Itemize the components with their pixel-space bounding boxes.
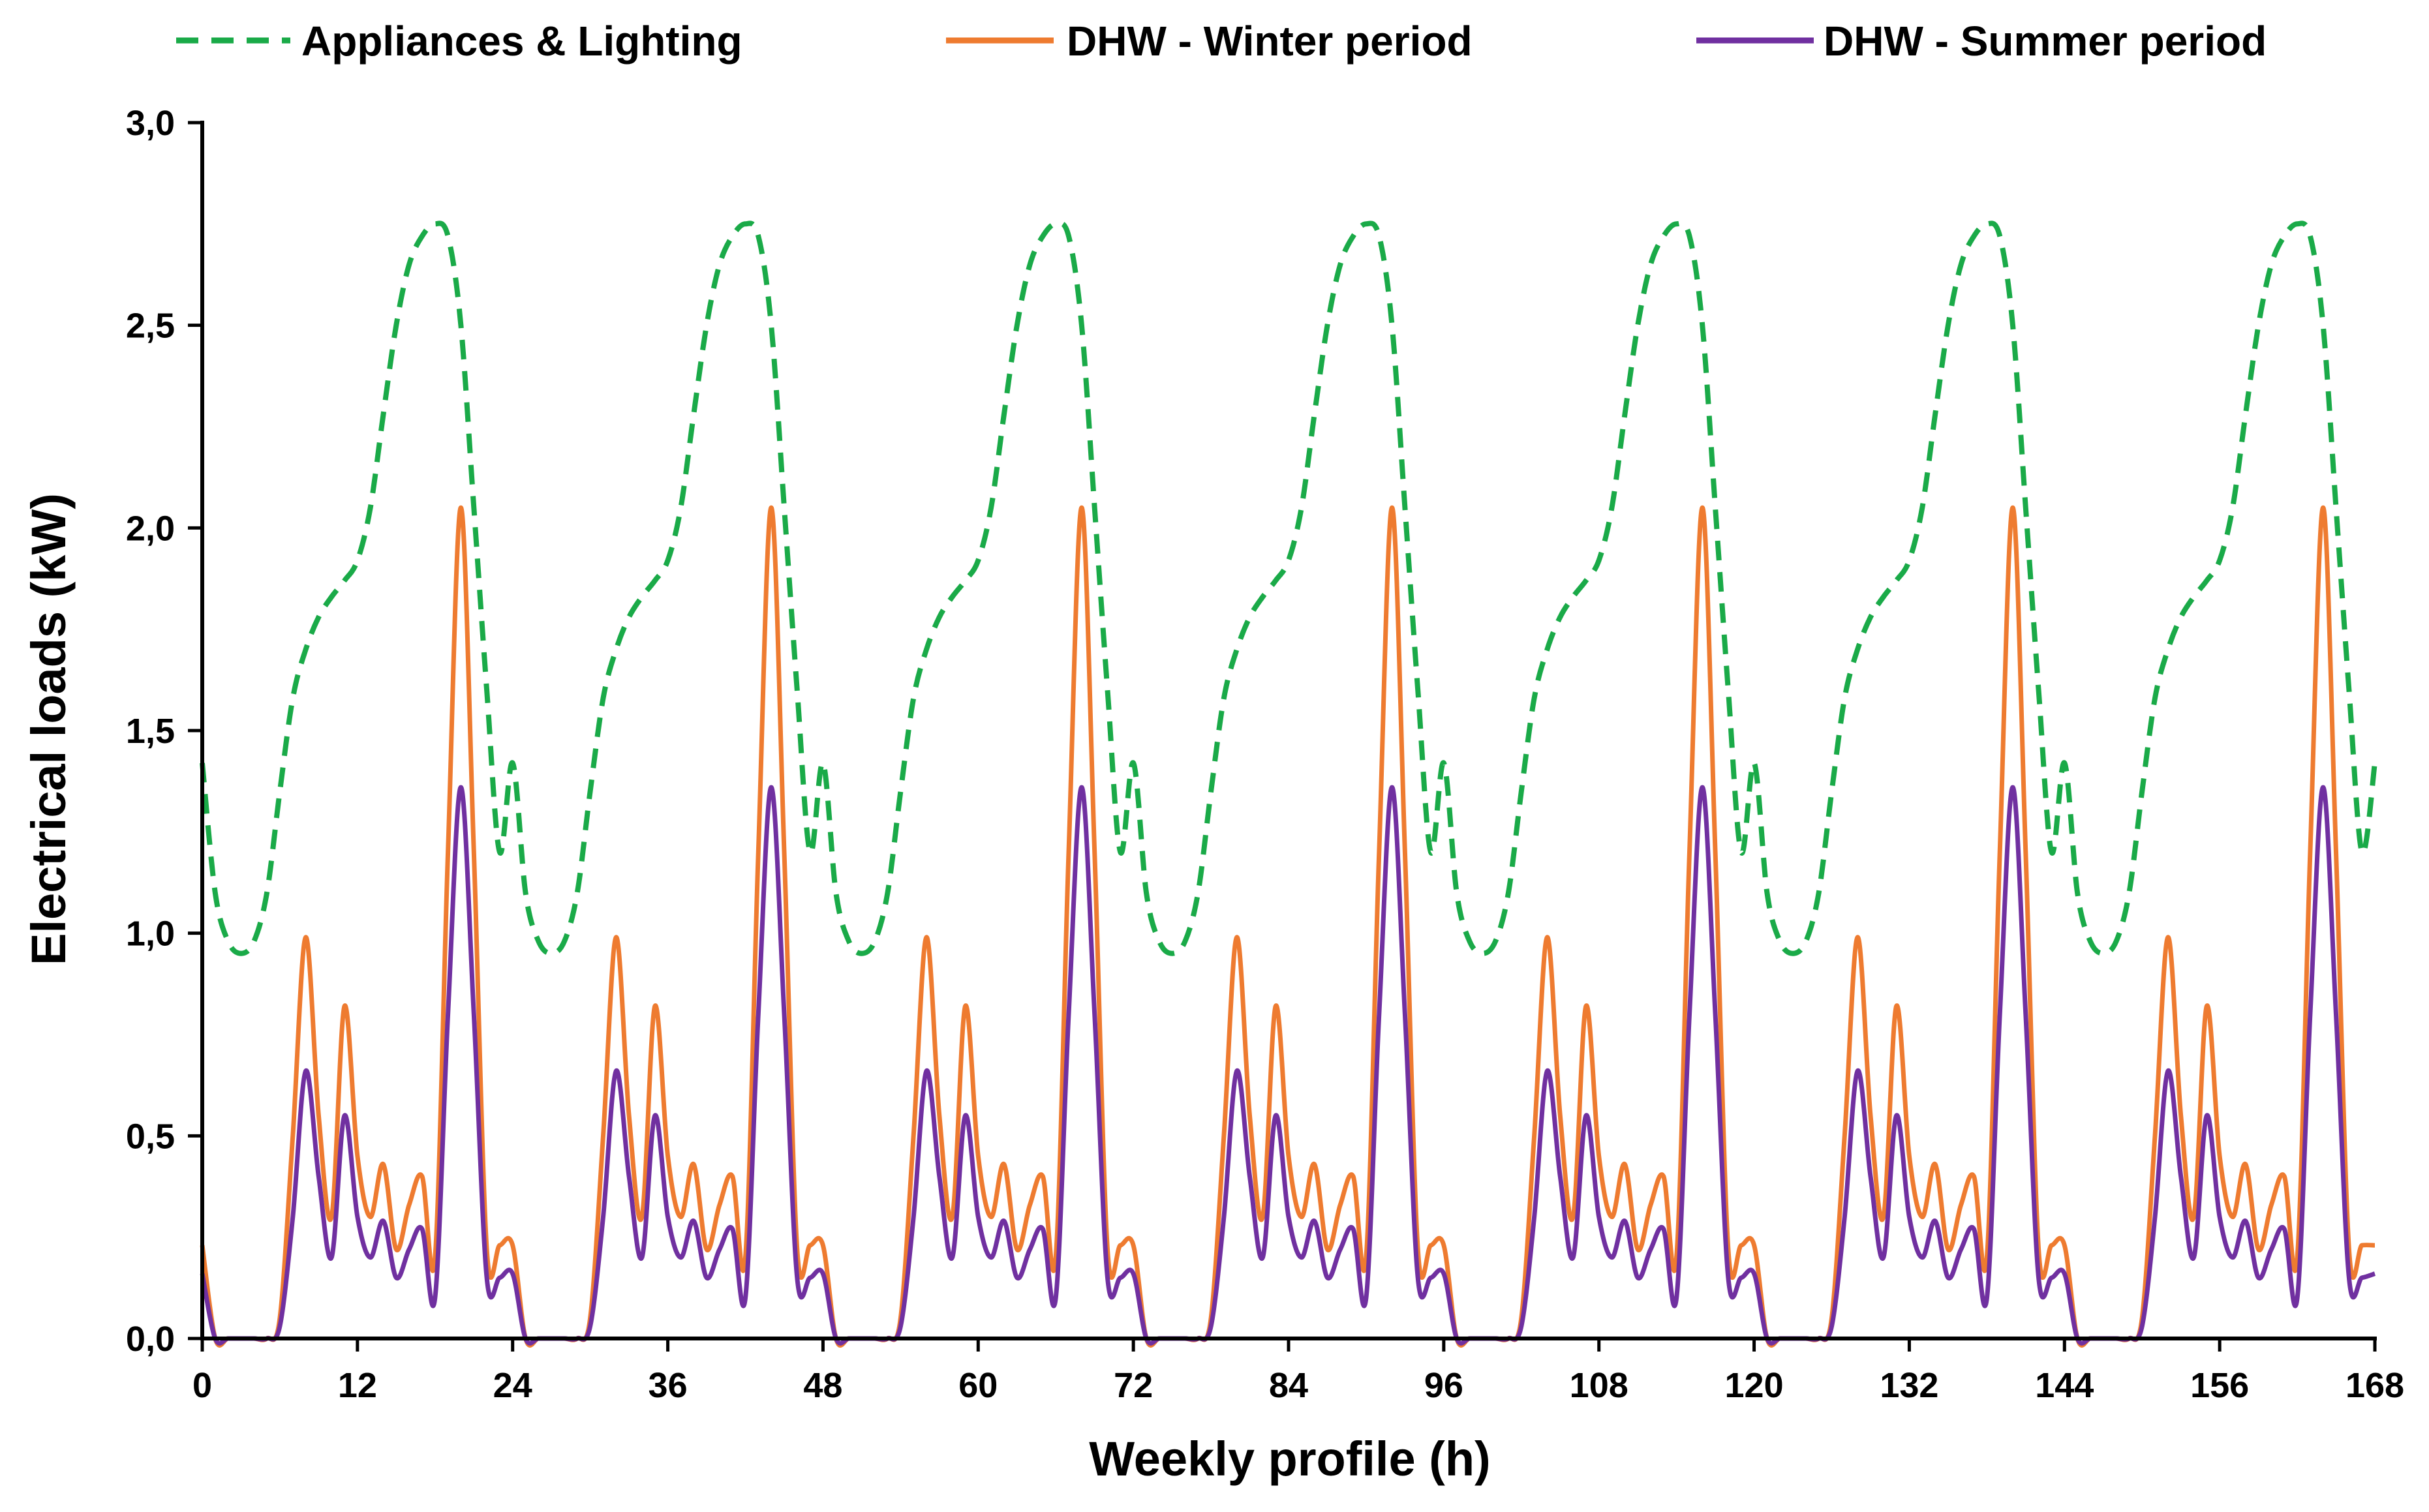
y-tick-label: 0,0: [126, 1320, 175, 1359]
series-line-appliances-lighting: [200, 220, 2377, 956]
y-axis-title: Electrical loads (kW): [22, 493, 76, 965]
y-tick-label: 1,0: [126, 915, 175, 954]
x-tick-label: 144: [2035, 1366, 2094, 1405]
x-tick-label: 168: [2345, 1366, 2404, 1405]
y-tick-label: 3,0: [126, 104, 175, 143]
x-tick-label: 108: [1570, 1366, 1628, 1405]
y-tick-label: 0,5: [126, 1117, 175, 1156]
x-tick-label: 120: [1725, 1366, 1784, 1405]
legend-label-dhw-winter: DHW - Winter period: [1067, 18, 1473, 65]
series-group: [200, 220, 2377, 1348]
x-tick-label: 156: [2190, 1366, 2249, 1405]
legend-label-dhw-summer: DHW - Summer period: [1824, 18, 2267, 65]
y-tick-label: 2,0: [126, 509, 175, 548]
y-tick-label: 1,5: [126, 712, 175, 751]
x-axis-title: Weekly profile (h): [1089, 1432, 1490, 1486]
x-tick-label: 132: [1880, 1366, 1938, 1405]
y-tick-label: 2,5: [126, 307, 175, 346]
x-tick-label: 96: [1424, 1366, 1463, 1405]
legend-label-appliances-lighting: Appliances & Lighting: [301, 18, 742, 65]
x-tick-label: 48: [803, 1366, 842, 1405]
x-tick-label: 60: [958, 1366, 998, 1405]
x-tick-label: 36: [649, 1366, 688, 1405]
x-tick-label: 0: [192, 1366, 212, 1405]
x-tick-label: 24: [493, 1366, 532, 1405]
chart-legend: Appliances & Lighting DHW - Winter perio…: [176, 18, 2267, 65]
y-axis-ticks: 0,0 0,5 1,0 1,5 2,0 2,5 3,0: [126, 104, 202, 1359]
x-tick-label: 84: [1269, 1366, 1308, 1405]
x-tick-label: 12: [338, 1366, 377, 1405]
x-axis-ticks: 0 12 24 36 48 60 72 84 96 108 120 132 144 156 168: [192, 1338, 2404, 1405]
x-tick-label: 72: [1114, 1366, 1153, 1405]
